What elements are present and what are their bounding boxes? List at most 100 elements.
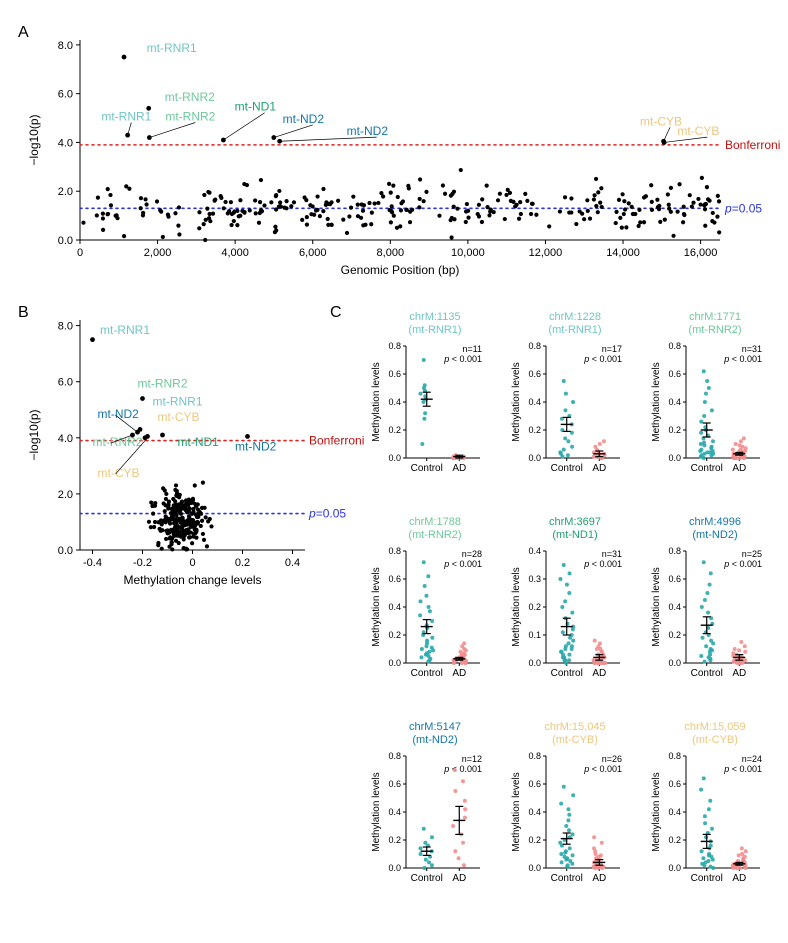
svg-text:mt-ND2: mt-ND2 <box>98 407 140 421</box>
svg-text:mt-ND2: mt-ND2 <box>283 112 325 126</box>
svg-text:0.0: 0.0 <box>668 863 681 873</box>
svg-text:Control: Control <box>551 463 583 474</box>
svg-text:0.6: 0.6 <box>668 574 681 584</box>
svg-text:p < 0.001: p < 0.001 <box>723 764 762 774</box>
svg-text:(mt-ND2): (mt-ND2) <box>412 734 457 746</box>
svg-text:6.0: 6.0 <box>58 377 73 389</box>
svg-text:AD: AD <box>592 668 606 679</box>
svg-text:-0.2: -0.2 <box>133 557 152 569</box>
svg-text:Control: Control <box>691 668 723 679</box>
svg-text:mt-RNR1: mt-RNR1 <box>147 41 197 55</box>
svg-text:0.6: 0.6 <box>388 369 401 379</box>
svg-text:(mt-ND2): (mt-ND2) <box>692 529 737 541</box>
svg-text:mt-CYB: mt-CYB <box>98 466 140 480</box>
svg-text:chrM:5147: chrM:5147 <box>409 721 461 733</box>
svg-text:0.2: 0.2 <box>668 630 681 640</box>
svg-text:10,000: 10,000 <box>451 247 485 259</box>
svg-text:Bonferroni: Bonferroni <box>725 138 780 152</box>
dot-plots-grid: chrM:1135 (mt-RNR1) 0.0 0.2 0.4 0.6 0.8 Methyla… <box>370 308 788 943</box>
svg-text:p < 0.001: p < 0.001 <box>443 764 482 774</box>
svg-text:p < 0.001: p < 0.001 <box>443 559 482 569</box>
svg-text:0.0: 0.0 <box>528 863 541 873</box>
svg-text:0.1: 0.1 <box>528 630 541 640</box>
svg-text:Control: Control <box>691 873 723 884</box>
svg-text:mt-RNR2: mt-RNR2 <box>165 90 215 104</box>
svg-text:0.0: 0.0 <box>388 863 401 873</box>
svg-text:0.2: 0.2 <box>528 835 541 845</box>
svg-text:AD: AD <box>452 668 466 679</box>
svg-text:0.8: 0.8 <box>388 546 401 556</box>
svg-text:Methylation levels: Methylation levels <box>371 362 382 441</box>
svg-text:0.2: 0.2 <box>528 602 541 612</box>
svg-text:4,000: 4,000 <box>221 247 249 259</box>
svg-text:0.0: 0.0 <box>58 545 73 557</box>
svg-text:0.0: 0.0 <box>528 453 541 463</box>
svg-text:Control: Control <box>691 463 723 474</box>
svg-text:chrM:15,045: chrM:15,045 <box>544 721 605 733</box>
svg-text:14,000: 14,000 <box>606 247 640 259</box>
svg-text:0.2: 0.2 <box>235 557 250 569</box>
svg-text:p=0.05: p=0.05 <box>308 507 346 521</box>
svg-text:Bonferroni: Bonferroni <box>309 434 364 448</box>
svg-text:8,000: 8,000 <box>377 247 405 259</box>
svg-text:0.2: 0.2 <box>388 835 401 845</box>
svg-text:0.8: 0.8 <box>388 751 401 761</box>
svg-text:(mt-RNR2): (mt-RNR2) <box>408 529 461 541</box>
svg-text:-0.4: -0.4 <box>83 557 102 569</box>
svg-text:n=26: n=26 <box>602 754 622 764</box>
svg-text:16,000: 16,000 <box>684 247 718 259</box>
svg-text:chrM:4996: chrM:4996 <box>689 516 741 528</box>
svg-text:0.0: 0.0 <box>388 658 401 668</box>
svg-text:0.4: 0.4 <box>668 807 681 817</box>
svg-text:Methylation levels: Methylation levels <box>651 362 662 441</box>
svg-text:Methylation levels: Methylation levels <box>651 772 662 851</box>
svg-text:(mt-CYB): (mt-CYB) <box>692 734 738 746</box>
svg-text:p < 0.001: p < 0.001 <box>723 354 762 364</box>
svg-text:0.4: 0.4 <box>528 397 541 407</box>
svg-text:n=31: n=31 <box>602 549 622 559</box>
svg-text:(mt-RNR2): (mt-RNR2) <box>688 324 741 336</box>
svg-text:0: 0 <box>77 247 83 259</box>
svg-text:4.0: 4.0 <box>58 433 73 445</box>
svg-text:0.6: 0.6 <box>668 369 681 379</box>
svg-text:Methylation levels: Methylation levels <box>511 772 522 851</box>
svg-text:AD: AD <box>732 463 746 474</box>
svg-text:chrM:3697: chrM:3697 <box>549 516 601 528</box>
svg-text:chrM:1135: chrM:1135 <box>409 311 460 323</box>
svg-text:Genomic Position (bp): Genomic Position (bp) <box>341 263 460 277</box>
svg-text:(mt-RNR1): (mt-RNR1) <box>548 324 601 336</box>
svg-text:6.0: 6.0 <box>58 89 73 101</box>
svg-text:mt-RNR1: mt-RNR1 <box>100 323 150 337</box>
svg-text:2,000: 2,000 <box>144 247 172 259</box>
svg-text:0.6: 0.6 <box>388 779 401 789</box>
svg-text:0.0: 0.0 <box>668 658 681 668</box>
svg-text:0.0: 0.0 <box>58 235 73 247</box>
volcano-plot: -0.4-0.200.20.40.02.04.06.08.0Methylatio… <box>20 310 385 600</box>
svg-text:n=17: n=17 <box>602 344 622 354</box>
svg-text:(mt-CYB): (mt-CYB) <box>552 734 598 746</box>
svg-text:mt-RNR2: mt-RNR2 <box>165 109 215 123</box>
svg-text:0.4: 0.4 <box>528 807 541 817</box>
svg-text:0.4: 0.4 <box>388 602 401 612</box>
svg-text:mt-ND2: mt-ND2 <box>235 439 277 453</box>
svg-text:0.4: 0.4 <box>388 397 401 407</box>
svg-text:Methylation levels: Methylation levels <box>371 567 382 646</box>
svg-text:Control: Control <box>551 668 583 679</box>
svg-text:p < 0.001: p < 0.001 <box>583 354 622 364</box>
svg-text:n=12: n=12 <box>462 754 482 764</box>
svg-text:0.2: 0.2 <box>668 425 681 435</box>
svg-text:0.8: 0.8 <box>668 341 681 351</box>
svg-text:0.2: 0.2 <box>528 425 541 435</box>
svg-text:mt-CYB: mt-CYB <box>677 124 719 138</box>
svg-text:chrM:15,059: chrM:15,059 <box>684 721 745 733</box>
svg-text:0.4: 0.4 <box>285 557 300 569</box>
svg-text:0.6: 0.6 <box>388 574 401 584</box>
svg-text:mt-CYB: mt-CYB <box>158 410 200 424</box>
svg-text:p < 0.001: p < 0.001 <box>723 559 762 569</box>
svg-text:n=31: n=31 <box>742 344 762 354</box>
svg-text:0.8: 0.8 <box>668 751 681 761</box>
svg-text:n=11: n=11 <box>462 344 482 354</box>
svg-text:0.4: 0.4 <box>668 602 681 612</box>
svg-text:AD: AD <box>732 668 746 679</box>
svg-text:n=24: n=24 <box>742 754 762 764</box>
